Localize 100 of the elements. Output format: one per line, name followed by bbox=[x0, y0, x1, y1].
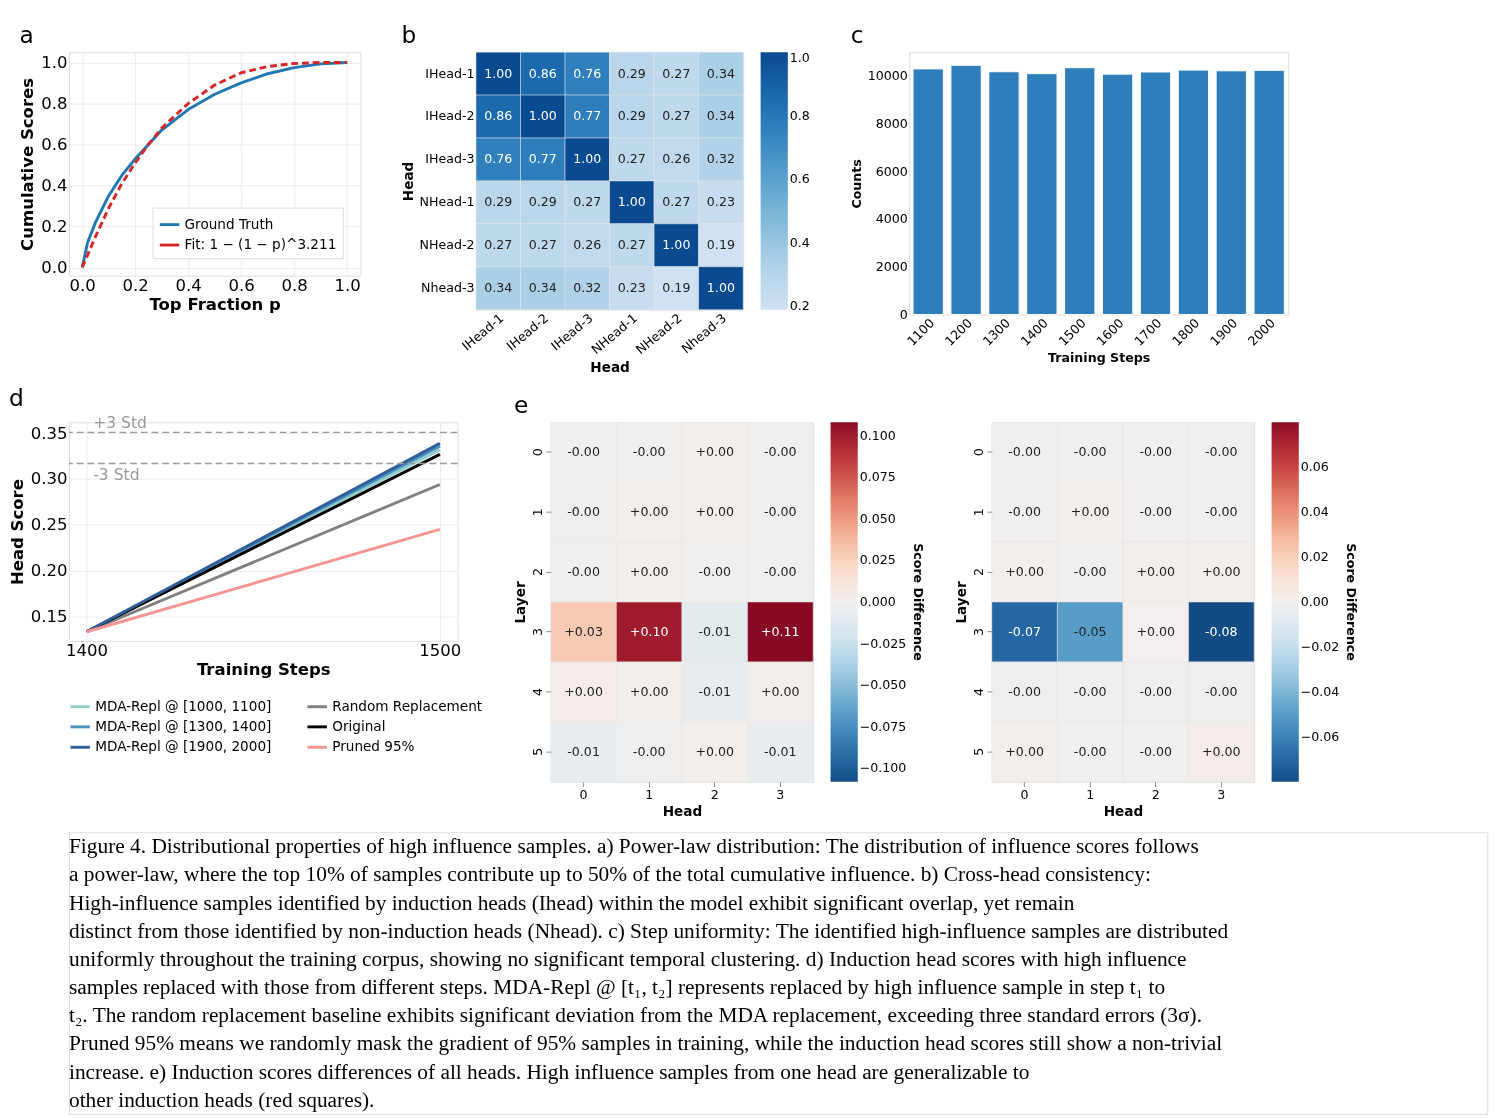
x-axis-title: Training Steps bbox=[1048, 350, 1151, 366]
data-label: 0.77 bbox=[573, 108, 602, 124]
y-tick-label: 4000 bbox=[875, 211, 908, 227]
y-tick-label: IHead-2 bbox=[425, 108, 475, 124]
data-label: -0.00 bbox=[1205, 444, 1238, 460]
data-label: +0.00 bbox=[760, 683, 800, 699]
legend-label: Original bbox=[332, 717, 386, 734]
data-label: +0.00 bbox=[1070, 504, 1110, 520]
caption: Figure 4. Distributional properties of high influence samples. a) Power-law distribution: The distribution of influence scores follows bbox=[68, 834, 1199, 859]
color-bar-label: 0.4 bbox=[789, 234, 810, 250]
data-label: +0.00 bbox=[1136, 623, 1176, 639]
data-label: -0.00 bbox=[1008, 504, 1041, 520]
y-tick-label: 0.8 bbox=[41, 93, 68, 113]
y-tick-label: 1 bbox=[529, 508, 545, 517]
data-label: 0.27 bbox=[484, 237, 513, 253]
y-tick-label: NHead-2 bbox=[419, 237, 475, 253]
y-tick-label: 0.35 bbox=[30, 423, 68, 443]
y-tick-label: 0 bbox=[529, 448, 545, 457]
y-tick-label: NHead-1 bbox=[419, 194, 475, 210]
data-label: 0.27 bbox=[573, 194, 602, 210]
chart-title: d bbox=[8, 384, 24, 412]
data-label: -0.00 bbox=[567, 504, 600, 520]
y-tick-label: 0.15 bbox=[30, 606, 68, 626]
x-axis-title: Head bbox=[662, 803, 703, 820]
y-axis-title: Head Score bbox=[7, 479, 27, 586]
x-tick-label: 1400 bbox=[66, 640, 109, 660]
y-tick-label: 2 bbox=[970, 568, 986, 577]
y-axis-title: Cumulative Scores bbox=[18, 77, 38, 251]
x-tick-label: 0 bbox=[1020, 786, 1029, 802]
y-tick-label: 1.0 bbox=[41, 52, 68, 72]
y-tick-label: 0.0 bbox=[41, 257, 68, 277]
chart-title: e bbox=[513, 391, 529, 419]
color-bar-label: 0.050 bbox=[859, 510, 896, 526]
color-bar-label: −0.04 bbox=[1300, 683, 1340, 699]
y-tick-label: 0.6 bbox=[41, 134, 68, 154]
data-label: -0.00 bbox=[1073, 683, 1107, 699]
data-label: -0.00 bbox=[1139, 444, 1173, 460]
data-label: 0.32 bbox=[706, 151, 735, 167]
data-label: +0.00 bbox=[629, 683, 669, 699]
text: other induction heads (red squares). bbox=[68, 1087, 375, 1112]
y-tick-label: 3 bbox=[970, 627, 986, 637]
y-axis-title: Layer bbox=[512, 581, 529, 624]
data-label: 0.34 bbox=[706, 108, 735, 124]
x-tick-label: 2 bbox=[1151, 786, 1160, 802]
data-label: 0.27 bbox=[662, 65, 691, 81]
data-label: +0.10 bbox=[629, 623, 669, 639]
data-label: +0.00 bbox=[695, 444, 735, 460]
x-axis-title: Head bbox=[1103, 803, 1144, 820]
y-tick-label: 1 bbox=[970, 508, 986, 517]
data-label: 0.77 bbox=[528, 151, 557, 167]
data-label: +0.11 bbox=[760, 623, 800, 639]
x-tick-label: 0.4 bbox=[175, 275, 202, 295]
data-label: +0.00 bbox=[695, 743, 735, 759]
text: uniformly throughout the training corpus, showing no significant temporal clustering. d) Induction head scores with high influence bbox=[68, 946, 1187, 971]
color-bar-label: 0.02 bbox=[1300, 549, 1329, 564]
data-label: 1.00 bbox=[484, 65, 513, 81]
color-bar-label: 1.0 bbox=[789, 49, 810, 65]
color-bar-label: 0.06 bbox=[1300, 459, 1329, 475]
data-label: +0.00 bbox=[1202, 743, 1241, 759]
y-tick-label: IHead-3 bbox=[425, 151, 475, 167]
x-tick-label: 0.0 bbox=[69, 275, 96, 295]
legend-label: Ground Truth bbox=[184, 215, 274, 232]
y-tick-label: 2000 bbox=[875, 259, 908, 275]
data-label: 0.29 bbox=[528, 194, 557, 210]
data-label: -0.00 bbox=[1073, 743, 1107, 759]
x-tick-label: 3 bbox=[776, 786, 785, 802]
data-label: 0.34 bbox=[706, 65, 735, 81]
color-bar-label: 0.00 bbox=[1300, 593, 1329, 609]
data-label: -0.00 bbox=[1073, 563, 1107, 579]
data-label: -0.05 bbox=[1073, 623, 1107, 639]
text: increase. e) Induction scores differences of all heads. High influence samples from one head are generalizable to bbox=[68, 1059, 1030, 1084]
data-label: +0.00 bbox=[1202, 563, 1241, 579]
data-label: 0.86 bbox=[484, 108, 513, 124]
data-label: 0.34 bbox=[484, 280, 513, 296]
data-label: 0.19 bbox=[706, 237, 735, 253]
y-tick-label: 5 bbox=[970, 747, 986, 756]
legend-label: MDA-Repl @ [1000, 1100] bbox=[95, 697, 272, 714]
data-label: -0.00 bbox=[1139, 504, 1173, 520]
color-bar-label: 0.04 bbox=[1300, 504, 1329, 520]
legend-label: Fit: 1 − (1 − p)^3.211 bbox=[184, 235, 337, 252]
color-bar-label: 0.075 bbox=[859, 469, 896, 485]
y-axis-title: Layer bbox=[953, 581, 970, 624]
data-label: -0.00 bbox=[632, 743, 666, 759]
color-bar-label: 0.8 bbox=[789, 107, 810, 123]
y-tick-label: 0 bbox=[970, 448, 986, 457]
color-bar-label: 0.6 bbox=[789, 171, 810, 187]
x-tick-label: 1 bbox=[1086, 786, 1095, 802]
data-label: 0.86 bbox=[528, 65, 557, 81]
data-label: +0.00 bbox=[564, 683, 603, 699]
data-label: -0.00 bbox=[763, 504, 797, 520]
text: a power-law, where the top 10% of samples contribute up to 50% of the total cumulative influence. b) Cross-head consistency: bbox=[68, 862, 1151, 887]
text: t₂. The random replacement baseline exhibits significant deviation from the MDA replacement, exceeding three standard errors (3σ). bbox=[68, 1003, 1202, 1028]
data-label: 0.19 bbox=[662, 280, 691, 296]
color-bar-label: −0.050 bbox=[859, 677, 907, 693]
data-label: -0.01 bbox=[763, 743, 797, 759]
y-tick-label: 0.2 bbox=[41, 216, 68, 236]
data-label: 0.34 bbox=[528, 280, 557, 296]
data-label: -0.01 bbox=[698, 683, 732, 699]
data-label: 0.27 bbox=[662, 194, 691, 210]
data-label: 1.00 bbox=[706, 280, 735, 296]
